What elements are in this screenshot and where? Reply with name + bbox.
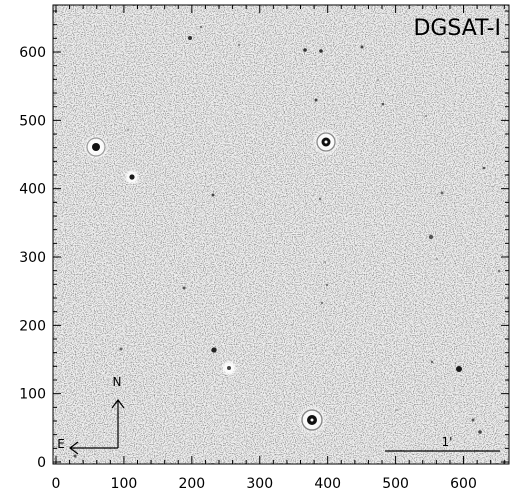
point-source xyxy=(430,360,434,364)
y-tick-label: 500 xyxy=(19,113,46,129)
point-source xyxy=(478,430,482,434)
y-tick-label: 200 xyxy=(19,318,46,334)
point-source xyxy=(325,283,329,287)
point-source xyxy=(318,197,322,201)
point-source xyxy=(188,36,192,40)
point-source xyxy=(381,102,385,106)
point-source xyxy=(182,286,186,290)
image-title: DGSAT-I xyxy=(413,16,501,41)
medium-star xyxy=(221,360,237,376)
point-source xyxy=(73,454,77,458)
point-source xyxy=(314,98,318,102)
point-source xyxy=(456,366,462,372)
x-tick-label: 0 xyxy=(52,476,61,492)
point-source xyxy=(436,258,438,260)
point-source xyxy=(497,269,501,273)
point-source xyxy=(440,191,444,195)
sources-layer xyxy=(46,25,501,458)
point-source xyxy=(119,347,123,351)
axis-ticks xyxy=(53,5,509,464)
point-source xyxy=(46,442,48,444)
point-source xyxy=(471,418,475,422)
bright-star xyxy=(83,134,109,160)
axis-tick-labels: 0 100 200 300 400 500 600 0 100 200 300 400 500 600 xyxy=(19,45,477,492)
point-source xyxy=(237,43,241,47)
point-source xyxy=(324,261,326,263)
point-source xyxy=(291,324,293,326)
point-source xyxy=(319,49,323,53)
compass-arrows xyxy=(69,399,125,455)
compass-north-label: N xyxy=(113,375,122,389)
point-source xyxy=(320,301,324,305)
point-source xyxy=(127,129,129,131)
y-tick-label: 600 xyxy=(19,45,46,61)
point-source xyxy=(211,347,217,353)
point-source xyxy=(482,166,486,170)
y-tick-label: 400 xyxy=(19,182,46,198)
point-source xyxy=(425,115,427,117)
y-tick-label: 300 xyxy=(19,250,46,266)
compass-east-label: E xyxy=(57,437,65,451)
point-source xyxy=(211,193,215,197)
point-source xyxy=(303,48,307,52)
point-source xyxy=(428,234,434,240)
scale-bar-label: 1' xyxy=(442,435,453,449)
sky-noise xyxy=(53,5,509,464)
plot-frame xyxy=(52,4,510,465)
bright-star xyxy=(312,128,340,156)
bright-star xyxy=(297,405,327,435)
point-source xyxy=(377,79,379,81)
point-source xyxy=(199,25,203,29)
x-tick-label: 100 xyxy=(111,476,138,492)
y-tick-label: 0 xyxy=(37,455,46,471)
medium-star xyxy=(124,169,140,185)
x-tick-label: 400 xyxy=(314,476,341,492)
point-source xyxy=(396,409,398,411)
x-tick-label: 500 xyxy=(382,476,409,492)
y-tick-label: 100 xyxy=(19,387,46,403)
x-tick-label: 200 xyxy=(178,476,205,492)
x-tick-label: 300 xyxy=(246,476,273,492)
point-source xyxy=(360,45,364,49)
x-tick-label: 600 xyxy=(450,476,477,492)
